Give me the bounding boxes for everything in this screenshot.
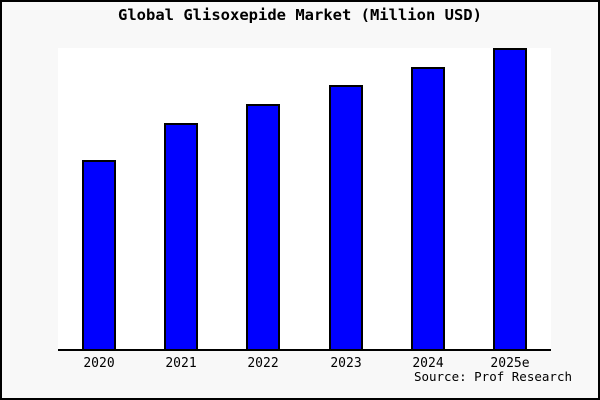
chart-title: Global Glisoxepide Market (Million USD) (118, 6, 482, 24)
x-tick-label-2023: 2023 (330, 356, 362, 371)
bar-2023 (329, 85, 363, 349)
x-tick-label-2020: 2020 (83, 356, 115, 371)
bar-2021 (164, 123, 198, 349)
x-tick-label-2021: 2021 (165, 356, 197, 371)
x-tick-label-2024: 2024 (412, 356, 444, 371)
x-tick-label-2025e: 2025e (490, 356, 530, 371)
bar-2024 (411, 67, 445, 349)
plot-area (58, 48, 551, 351)
bar-2022 (246, 104, 280, 349)
bar-2025e (493, 48, 527, 349)
bar-2020 (82, 160, 116, 349)
x-tick-label-2022: 2022 (247, 356, 279, 371)
source-text: Source: Prof Research (413, 369, 572, 384)
